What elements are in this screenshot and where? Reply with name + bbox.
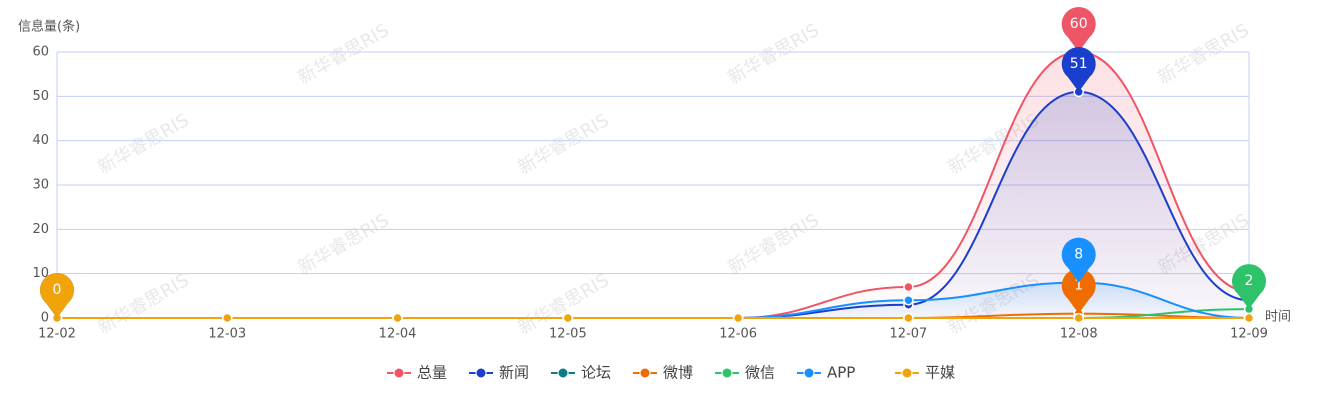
- y-tick-label: 10: [32, 266, 49, 281]
- legend-dot: [639, 367, 651, 379]
- watermark: 新华睿思RIS: [1155, 20, 1253, 89]
- watermark: 新华睿思RIS: [95, 270, 193, 339]
- x-tick-label: 12-07: [890, 327, 928, 342]
- legend-label: 新闻: [499, 364, 529, 382]
- max-pin: [1061, 46, 1096, 92]
- max-pin: [1061, 7, 1096, 53]
- y-tick-label: 0: [41, 311, 49, 326]
- point: [222, 312, 233, 324]
- max-pin-label: 60: [1070, 16, 1088, 32]
- watermark: 新华睿思RIS: [515, 110, 613, 179]
- y-tick-label: 30: [32, 178, 49, 193]
- x-tick-label: 12-02: [38, 327, 76, 342]
- watermark: 新华睿思RIS: [95, 110, 193, 179]
- x-tick-label: 12-05: [549, 327, 587, 342]
- max-pin: [1061, 237, 1096, 283]
- max-pin-label: 1: [1074, 278, 1083, 294]
- legend-dot: [803, 367, 815, 379]
- x-axis-label: 时间: [1265, 310, 1291, 325]
- point: [903, 295, 914, 306]
- x-tick-label: 12-06: [719, 327, 757, 342]
- point: [903, 312, 914, 324]
- max-pin-label: 8: [1074, 247, 1083, 263]
- x-tick-label: 12-08: [1060, 327, 1098, 342]
- watermark: 新华睿思RIS: [725, 210, 823, 279]
- max-pin-label: 2: [1245, 273, 1254, 289]
- y-tick-label: 40: [32, 133, 49, 148]
- legend-label: 总量: [417, 364, 447, 382]
- point: [1073, 312, 1084, 324]
- point: [1243, 312, 1255, 324]
- point: [392, 312, 403, 324]
- max-pin: [39, 273, 74, 318]
- y-tick-label: 20: [32, 222, 49, 237]
- max-pin: [1061, 268, 1096, 314]
- legend-label: 微博: [663, 364, 693, 382]
- legend-label: 平媒: [925, 364, 955, 382]
- legend-label: APP: [827, 364, 855, 382]
- y-axis-label: 信息量(条): [18, 19, 80, 35]
- legend-dot: [475, 367, 487, 379]
- max-pin-label: 51: [1070, 56, 1088, 72]
- max-pin-label: 0: [53, 282, 62, 298]
- watermark: 新华睿思RIS: [725, 20, 823, 89]
- x-tick-label: 12-03: [208, 327, 246, 342]
- x-tick-label: 12-09: [1230, 327, 1268, 342]
- y-tick-label: 50: [32, 89, 49, 104]
- max-pin: [1231, 264, 1266, 310]
- point: [903, 281, 914, 293]
- area: [57, 282, 1249, 318]
- y-tick-label: 60: [32, 45, 49, 60]
- legend-dot: [557, 367, 569, 379]
- legend-dot: [901, 367, 913, 379]
- legend-label: 微信: [745, 364, 775, 382]
- watermark: 新华睿思RIS: [295, 210, 393, 279]
- x-tick-label: 12-04: [379, 327, 417, 342]
- legend-label: 论坛: [581, 364, 611, 382]
- point: [562, 312, 574, 324]
- legend-dot: [393, 367, 405, 379]
- legend-dot: [721, 367, 733, 379]
- point: [732, 312, 744, 324]
- watermark: 新华睿思RIS: [295, 20, 393, 89]
